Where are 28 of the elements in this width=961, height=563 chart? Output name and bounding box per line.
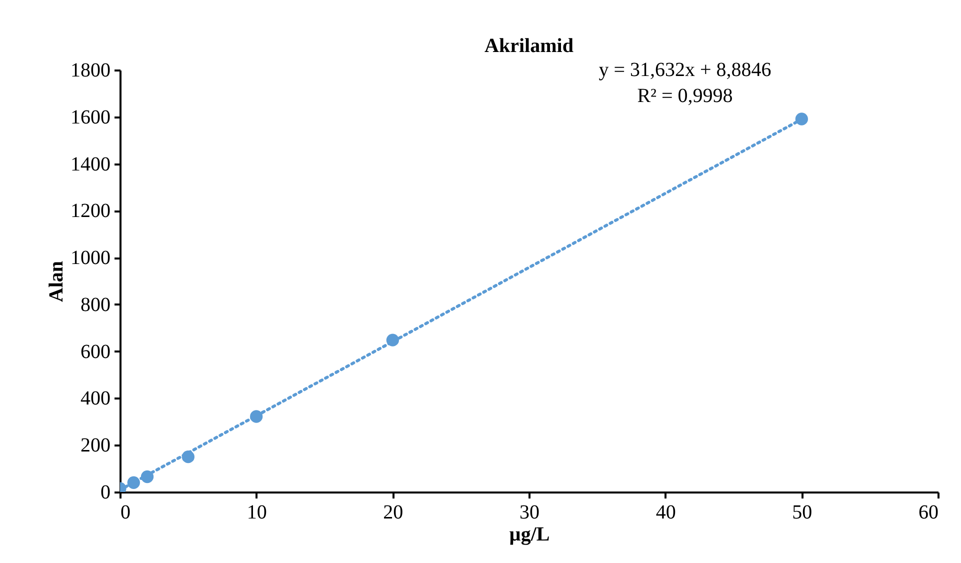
y-tick-label: 200: [80, 434, 110, 457]
x-tick-label: 0: [120, 502, 130, 524]
x-tick-label: 50: [792, 502, 812, 524]
y-tick-label: 1800: [70, 60, 110, 82]
x-tick-label: 10: [246, 502, 267, 524]
point: [182, 450, 194, 464]
point: [140, 470, 154, 484]
point: [127, 476, 140, 489]
x-axis-title: µg/L: [509, 524, 550, 546]
point: [386, 334, 399, 346]
x-tick-label: 40: [656, 502, 676, 524]
x-tick-label: 30: [520, 502, 540, 524]
y-axis-title: Alan: [46, 260, 68, 302]
chart-title: Akrilamid: [484, 35, 574, 57]
y-tick-label: 1200: [70, 200, 110, 222]
point: [250, 410, 263, 423]
x-tick-label: 20: [383, 502, 404, 524]
y-tick-label: 800: [80, 294, 110, 316]
y-tick-label: 1600: [70, 106, 110, 128]
y-tick-label: 1400: [70, 153, 110, 176]
y-tick-label: 1000: [70, 247, 110, 270]
annotation: R² = 0,9998: [637, 85, 733, 107]
y-tick-label: 600: [80, 340, 110, 363]
point: [795, 112, 808, 126]
x-tick-label: 60: [918, 502, 938, 524]
y-tick-label: 400: [80, 388, 110, 410]
y-tick-label: 0: [100, 482, 110, 504]
annotation: y = 31,632x + 8,8846: [598, 59, 772, 81]
